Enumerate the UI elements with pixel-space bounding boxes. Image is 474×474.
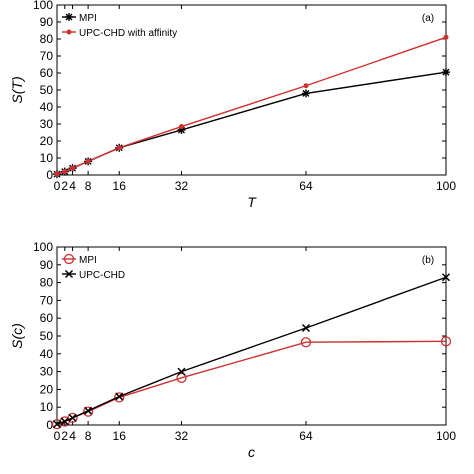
y-tick-label: 60 [40, 311, 54, 325]
y-tick-label: 100 [33, 240, 53, 254]
x-tick-label: 4 [69, 179, 76, 193]
data-point [177, 367, 186, 376]
legend-marker [65, 13, 73, 21]
data-point [300, 337, 312, 348]
data-point [301, 323, 310, 333]
x-tick-label: 0 [54, 179, 61, 193]
x-tick-label: 2 [61, 179, 68, 193]
y-tick-label: 50 [40, 329, 54, 343]
legend-label: MPI [79, 255, 97, 266]
data-point [441, 273, 451, 282]
x-axis-label: T [247, 194, 257, 210]
x-tick-label: 16 [113, 179, 127, 193]
panel-label: (b) [422, 255, 434, 266]
data-point [82, 406, 94, 417]
legend-item: MPI [62, 253, 97, 266]
y-tick-label: 40 [40, 347, 54, 361]
data-point [60, 417, 69, 426]
legend-label: UPC-CHD [79, 270, 125, 281]
y-tick-label: 70 [40, 49, 54, 63]
data-point [114, 392, 125, 403]
y-tick-label: 90 [40, 15, 54, 29]
x-tick-label: 16 [113, 429, 127, 443]
y-tick-label: 30 [40, 117, 54, 131]
series-mpi [51, 336, 452, 430]
data-point [62, 169, 68, 175]
legend-label: UPC-CHD with affinity [79, 28, 177, 39]
data-point [70, 165, 76, 171]
y-axis-label: S(c) [9, 323, 25, 349]
data-point [440, 336, 452, 347]
data-point [68, 413, 77, 422]
y-tick-label: 10 [40, 151, 54, 165]
series-line [56, 71, 447, 175]
y-tick-label: 70 [40, 293, 54, 307]
data-point [84, 406, 93, 415]
legend-marker [63, 253, 75, 265]
series-line [56, 36, 447, 175]
x-tick-label: 100 [436, 179, 456, 193]
data-point [115, 392, 124, 401]
series-line [56, 276, 447, 425]
x-tick-label: 8 [85, 429, 92, 443]
legend: MPI UPC-CHD with affinity [62, 13, 177, 39]
data-point [85, 158, 91, 164]
y-tick-label: 0 [46, 168, 53, 182]
legend-item: MPI [62, 13, 97, 24]
y-axis-label: S(T) [9, 76, 25, 103]
y-tick-label: 80 [40, 32, 54, 46]
y-tick-label: 80 [40, 276, 54, 290]
chart-panel-2: 0 10 20 30 40 50 60 70 80 90 100 0 2 4 8 16 32 64 100 c S(c)… [9, 240, 456, 460]
data-point [442, 68, 450, 77]
y-tick-label: 50 [40, 83, 54, 97]
x-tick-label: 100 [436, 429, 456, 443]
legend-marker [64, 269, 74, 279]
legend-label: MPI [79, 13, 97, 24]
data-point [303, 83, 309, 89]
data-point [301, 89, 310, 98]
y-tick-label: 0 [46, 418, 53, 432]
y-tick-label: 20 [40, 382, 54, 396]
data-point [52, 420, 62, 429]
y-tick-label: 90 [40, 258, 54, 272]
series-line [56, 340, 447, 425]
legend: MPI UPC-CHD [62, 253, 125, 281]
data-point [116, 145, 122, 151]
y-tick-label: 40 [40, 100, 54, 114]
x-tick-label: 0 [54, 429, 61, 443]
x-tick-label: 64 [299, 429, 313, 443]
legend-item: UPC-CHD with affinity [62, 28, 177, 39]
series-upc-chd-with-affinity [54, 34, 449, 177]
panel-label: (a) [422, 13, 434, 24]
x-tick-label: 4 [69, 429, 76, 443]
y-tick-label: 10 [40, 400, 54, 414]
y-tick-label: 20 [40, 134, 54, 148]
data-point [176, 372, 187, 383]
x-tick-label: 32 [175, 429, 189, 443]
legend-marker [66, 29, 72, 35]
x-tick-label: 8 [85, 179, 92, 193]
series-mpi [53, 68, 450, 179]
x-tick-label: 64 [299, 179, 313, 193]
y-tick-label: 60 [40, 66, 54, 80]
data-point [54, 171, 60, 177]
x-tick-label: 2 [61, 429, 68, 443]
y-tick-label: 30 [40, 365, 54, 379]
data-point [178, 124, 184, 130]
x-axis-label: c [248, 444, 255, 460]
data-point [443, 34, 449, 40]
y-tick-label: 100 [33, 0, 53, 12]
series-upc-chd [52, 273, 451, 429]
legend-item: UPC-CHD [62, 269, 125, 281]
x-tick-label: 32 [175, 179, 189, 193]
